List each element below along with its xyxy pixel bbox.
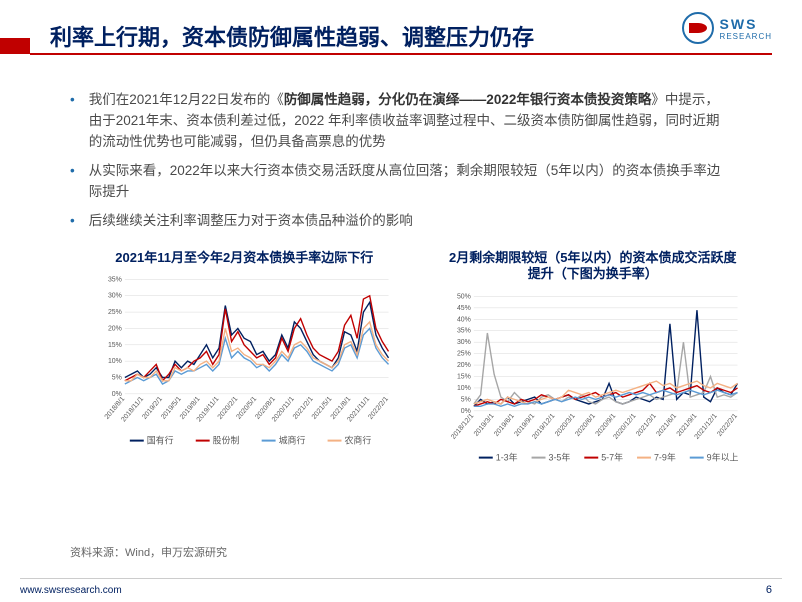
- svg-text:2018/12/1: 2018/12/1: [450, 413, 475, 441]
- svg-text:2019/6/1: 2019/6/1: [493, 413, 516, 438]
- svg-text:10%: 10%: [108, 359, 122, 366]
- svg-text:45%: 45%: [456, 305, 470, 312]
- svg-text:3-5年: 3-5年: [548, 452, 570, 463]
- bullet-2: • 后续继续关注利率调整压力对于资本债品种溢价的影响: [70, 211, 732, 232]
- svg-text:农商行: 农商行: [344, 435, 371, 446]
- svg-text:2019/3/1: 2019/3/1: [472, 413, 495, 438]
- bullet-mark: •: [70, 161, 75, 203]
- svg-text:5%: 5%: [460, 397, 470, 404]
- svg-text:30%: 30%: [456, 339, 470, 346]
- source-label: 资料来源：Wind，申万宏源研究: [70, 544, 227, 560]
- chart-right: 2月剩余期限较短（5年以内）的资本债成交活跃度提升（下图为换手率） 0%5%10…: [444, 250, 743, 472]
- svg-text:40%: 40%: [456, 317, 470, 324]
- logo: SWS RESEARCH: [682, 12, 772, 44]
- logo-text-main: SWS: [720, 16, 772, 32]
- svg-text:2021/6/1: 2021/6/1: [655, 413, 678, 438]
- footer-line: [20, 578, 782, 579]
- accent-bar: [0, 38, 30, 54]
- svg-text:25%: 25%: [108, 310, 122, 317]
- chart-left-title: 2021年11月至今年2月资本债换手率边际下行: [95, 250, 394, 267]
- svg-text:2021/3/1: 2021/3/1: [635, 413, 658, 438]
- svg-text:股份制: 股份制: [213, 435, 240, 446]
- svg-text:35%: 35%: [456, 328, 470, 335]
- chart-right-svg: 0%5%10%15%20%25%30%35%40%45%50%2018/12/1…: [444, 291, 743, 466]
- svg-text:35%: 35%: [108, 277, 122, 284]
- svg-text:2022/2/1: 2022/2/1: [367, 396, 390, 421]
- footer: www.swsresearch.com 6: [0, 578, 802, 602]
- bullet-mark: •: [70, 90, 75, 153]
- svg-text:20%: 20%: [456, 362, 470, 369]
- chart-left: 2021年11月至今年2月资本债换手率边际下行 0%5%10%15%20%25%…: [95, 250, 394, 472]
- chart-right-title: 2月剩余期限较短（5年以内）的资本债成交活跃度提升（下图为换手率）: [444, 250, 743, 284]
- footer-page: 6: [766, 584, 772, 596]
- content: • 我们在2021年12月22日发布的《防御属性趋弱，分化仍在演绎——2022年…: [0, 70, 802, 232]
- svg-text:城商行: 城商行: [279, 435, 306, 446]
- chart-left-svg: 0%5%10%15%20%25%30%35%2018/8/12018/11/12…: [95, 274, 394, 449]
- bullet-mark: •: [70, 211, 75, 232]
- svg-text:2020/6/1: 2020/6/1: [574, 413, 597, 438]
- svg-text:50%: 50%: [456, 294, 470, 301]
- svg-text:15%: 15%: [108, 342, 122, 349]
- page-title: 利率上行期，资本债防御属性趋弱、调整压力仍存: [50, 20, 534, 52]
- logo-text-sub: RESEARCH: [720, 32, 772, 41]
- svg-text:10%: 10%: [456, 385, 470, 392]
- svg-text:1-3年: 1-3年: [495, 452, 517, 463]
- svg-text:9年以上: 9年以上: [706, 452, 738, 463]
- header: 利率上行期，资本债防御属性趋弱、调整压力仍存 SWS RESEARCH: [0, 0, 802, 70]
- svg-text:25%: 25%: [456, 351, 470, 358]
- svg-text:2022/2/1: 2022/2/1: [716, 413, 739, 438]
- svg-text:5-7年: 5-7年: [601, 452, 623, 463]
- charts-row: 2021年11月至今年2月资本债换手率边际下行 0%5%10%15%20%25%…: [0, 240, 802, 472]
- svg-text:15%: 15%: [456, 374, 470, 381]
- svg-text:5%: 5%: [112, 375, 122, 382]
- svg-text:2020/3/1: 2020/3/1: [554, 413, 577, 438]
- bullet-0: • 我们在2021年12月22日发布的《防御属性趋弱，分化仍在演绎——2022年…: [70, 90, 732, 153]
- svg-text:30%: 30%: [108, 293, 122, 300]
- footer-url: www.swsresearch.com: [20, 585, 122, 596]
- bullet-1: • 从实际来看，2022年以来大行资本债交易活跃度从高位回落；剩余期限较短（5年…: [70, 161, 732, 203]
- svg-text:国有行: 国有行: [147, 435, 174, 446]
- svg-text:20%: 20%: [108, 326, 122, 333]
- logo-icon: [682, 12, 714, 44]
- svg-text:7-9年: 7-9年: [653, 452, 675, 463]
- accent-line: [30, 53, 772, 55]
